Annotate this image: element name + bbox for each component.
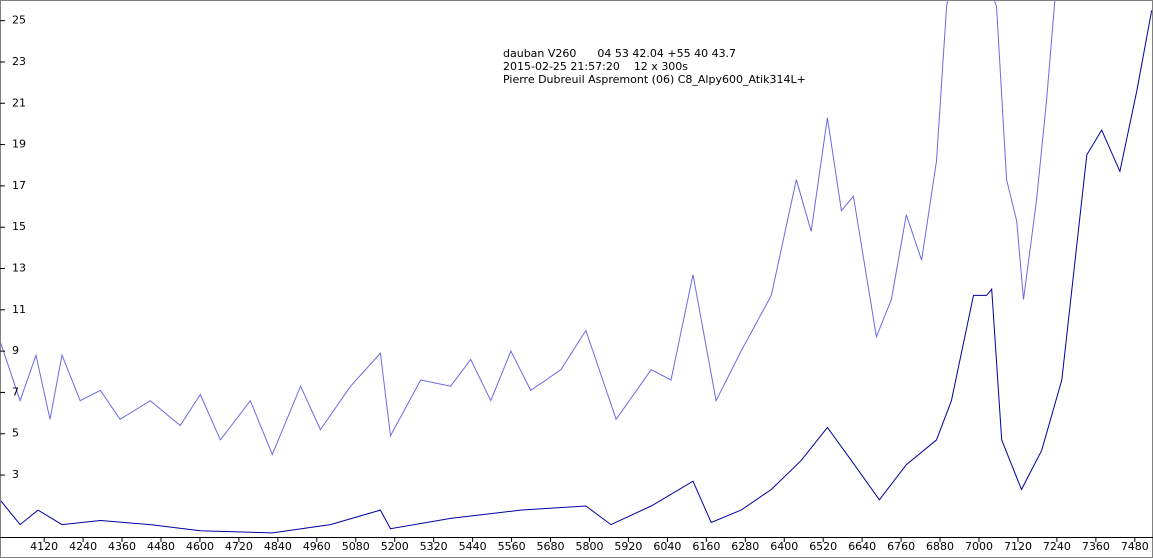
annotation: 2015-02-25 21:57:20 12 x 300s [503, 60, 688, 73]
x-tick-label: 4360 [108, 540, 136, 553]
y-tick-label: 7 [12, 385, 19, 398]
x-tick-label: 4960 [303, 540, 331, 553]
x-tick-label: 5200 [381, 540, 409, 553]
annotation: dauban V260 04 53 42.04 +55 40 43.7 [503, 47, 736, 60]
x-tick-label: 7120 [1004, 540, 1032, 553]
x-tick-label: 4840 [264, 540, 292, 553]
x-tick-label: 5320 [420, 540, 448, 553]
x-tick-label: 4600 [186, 540, 214, 553]
x-tick-label: 6880 [926, 540, 954, 553]
x-tick-label: 5800 [575, 540, 603, 553]
x-tick-label: 7360 [1082, 540, 1110, 553]
x-tick-label: 6160 [692, 540, 720, 553]
spectrum-line [1, 10, 1152, 534]
y-tick-label: 23 [12, 55, 26, 68]
spectrum-line [1, 1, 1056, 456]
x-tick-label: 5080 [342, 540, 370, 553]
x-tick-label: 6280 [731, 540, 759, 553]
x-tick-label: 5560 [498, 540, 526, 553]
x-tick-label: 5680 [537, 540, 565, 553]
x-tick-label: 4120 [30, 540, 58, 553]
plot-area [1, 1, 1152, 534]
y-tick-label: 3 [12, 468, 19, 481]
y-tick-label: 11 [12, 303, 26, 316]
y-tick-label: 9 [12, 344, 19, 357]
x-tick-label: 4240 [69, 540, 97, 553]
y-tick-label: 13 [12, 262, 26, 275]
x-tick-label: 6400 [770, 540, 798, 553]
x-tick-label: 7000 [965, 540, 993, 553]
y-tick-label: 21 [12, 96, 26, 109]
x-tick-label: 6520 [809, 540, 837, 553]
x-tick-label: 6760 [887, 540, 915, 553]
y-tick-label: 5 [12, 427, 19, 440]
y-tick-label: 25 [12, 14, 26, 27]
x-tick-label: 6640 [848, 540, 876, 553]
y-tick-label: 17 [12, 179, 26, 192]
annotation: Pierre Dubreuil Aspremont (06) C8_Alpy60… [503, 73, 806, 86]
x-tick-label: 4720 [225, 540, 253, 553]
x-tick-label: 5920 [614, 540, 642, 553]
y-tick-label: 15 [12, 220, 26, 233]
x-tick-label: 4480 [147, 540, 175, 553]
x-tick-label: 5440 [459, 540, 487, 553]
x-tick-label: 7480 [1121, 540, 1149, 553]
x-tick-label: 6040 [653, 540, 681, 553]
y-tick-label: 19 [12, 138, 26, 151]
x-tick-label: 7240 [1043, 540, 1071, 553]
